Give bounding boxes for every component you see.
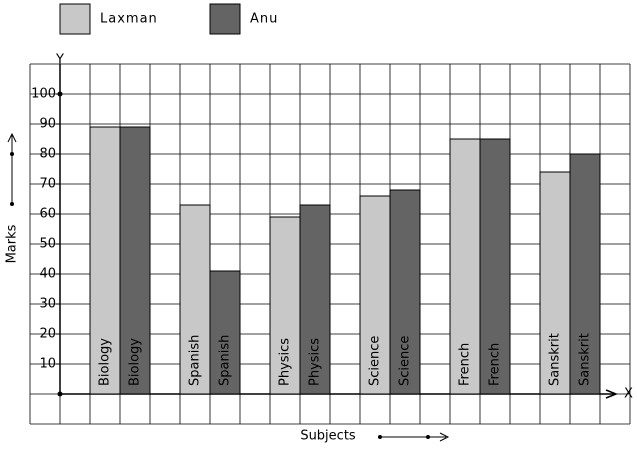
legend-swatch bbox=[59, 3, 91, 35]
y-tick-label: 20 bbox=[39, 327, 56, 342]
x-axis-title: Subjects bbox=[300, 429, 356, 444]
bar bbox=[389, 189, 421, 395]
decor-dot bbox=[378, 435, 382, 439]
y-tick-label: 80 bbox=[39, 147, 56, 162]
bar-category-label: Spanish bbox=[218, 335, 233, 386]
legend-swatch bbox=[209, 3, 241, 35]
bar bbox=[269, 216, 301, 395]
bar bbox=[539, 171, 571, 395]
x-arrow bbox=[605, 389, 619, 399]
bar-category-label: French bbox=[488, 343, 503, 386]
bar bbox=[209, 270, 241, 395]
y-tick-label: 10 bbox=[39, 357, 56, 372]
bar-category-label: Sanskrit bbox=[578, 333, 593, 386]
bar bbox=[479, 138, 511, 395]
bar-category-label: Science bbox=[398, 336, 413, 386]
y-tick-label: 60 bbox=[39, 207, 56, 222]
y-tick-label: 40 bbox=[39, 267, 56, 282]
decor-dot bbox=[10, 152, 14, 156]
x-axis-letter: X bbox=[624, 387, 633, 402]
bar bbox=[359, 195, 391, 395]
bar bbox=[119, 126, 151, 395]
legend-label: Anu bbox=[250, 12, 278, 27]
bar-category-label: Biology bbox=[98, 338, 113, 386]
bar-category-label: Science bbox=[368, 336, 383, 386]
y-axis-title: Marks bbox=[5, 224, 20, 263]
bar-category-label: French bbox=[458, 343, 473, 386]
bar-category-label: Physics bbox=[278, 338, 293, 386]
bar bbox=[449, 138, 481, 395]
origin-dot bbox=[57, 391, 63, 397]
bar bbox=[299, 204, 331, 395]
bar-category-label: Biology bbox=[128, 338, 143, 386]
y-axis-letter: Y bbox=[55, 53, 64, 68]
y-tick-label: 30 bbox=[39, 297, 56, 312]
decor-arrow-head bbox=[7, 132, 17, 143]
legend-label: Laxman bbox=[100, 12, 158, 27]
y-tick-label: 100 bbox=[31, 87, 56, 102]
y-tick-label: 90 bbox=[39, 117, 56, 132]
decor-dot bbox=[10, 202, 14, 206]
y-tick-label: 50 bbox=[39, 237, 56, 252]
y-tick-label: 70 bbox=[39, 177, 56, 192]
bar-category-label: Sanskrit bbox=[548, 333, 563, 386]
decor-arrow-head bbox=[439, 432, 450, 442]
bar-category-label: Physics bbox=[308, 338, 323, 386]
bar-category-label: Spanish bbox=[188, 335, 203, 386]
decor-dot bbox=[426, 435, 430, 439]
bar bbox=[569, 153, 601, 395]
